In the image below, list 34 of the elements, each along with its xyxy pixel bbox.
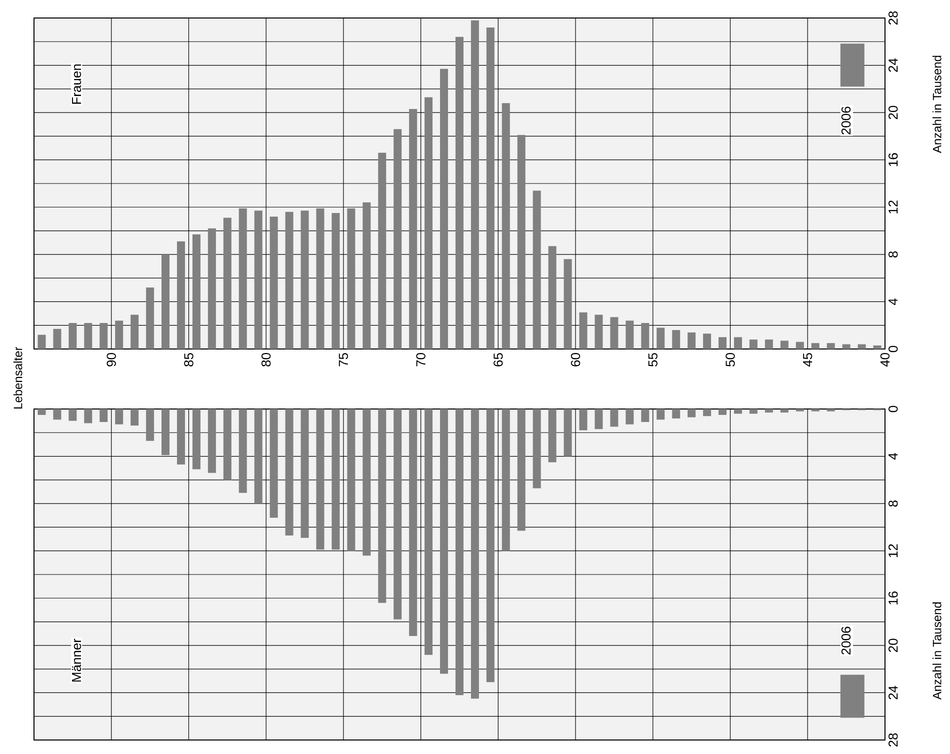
text: 2006 xyxy=(841,106,851,134)
y-tick-label: 24 xyxy=(888,686,898,700)
x-tick-label: 80 xyxy=(261,353,271,366)
x-tick-label: 90 xyxy=(106,353,116,366)
y-tick-label: 20 xyxy=(888,106,898,120)
y-tick-label: 28 xyxy=(888,11,898,25)
y-tick-label: 4 xyxy=(888,453,898,460)
y-axis-title: Anzahl in Tausend xyxy=(932,602,942,700)
x-tick-label: 45 xyxy=(803,353,812,367)
x-tick-label: 65 xyxy=(494,353,503,366)
x-tick-label: 85 xyxy=(184,353,194,366)
x-tick-label: 75 xyxy=(338,353,348,366)
y-tick-label: 16 xyxy=(888,153,898,166)
y-tick-label: 20 xyxy=(888,638,898,652)
y-tick-label: 12 xyxy=(888,200,898,214)
text: Lebensalter xyxy=(13,346,22,408)
y-tick-label: 24 xyxy=(888,58,898,72)
text: 2006 xyxy=(841,626,851,654)
x-tick-label: 70 xyxy=(416,353,426,366)
y-tick-label: 16 xyxy=(888,591,898,604)
y-tick-label: 12 xyxy=(888,544,898,558)
x-tick-label: 60 xyxy=(570,353,580,366)
text: Männer xyxy=(72,638,82,682)
y-tick-label: 8 xyxy=(888,251,898,258)
y-tick-label: 4 xyxy=(888,298,898,306)
y-tick-label: 0 xyxy=(888,406,898,412)
x-tick-label: 50 xyxy=(726,353,735,366)
x-tick-label: 55 xyxy=(648,353,658,366)
y-tick-label: 8 xyxy=(888,500,898,507)
x-tick-label: 40 xyxy=(880,353,890,367)
y-axis-title: Anzahl in Tausend xyxy=(932,56,942,154)
y-tick-label: 28 xyxy=(888,733,898,747)
text: Frauen xyxy=(72,64,82,104)
y-tick-label: 0 xyxy=(888,346,898,352)
